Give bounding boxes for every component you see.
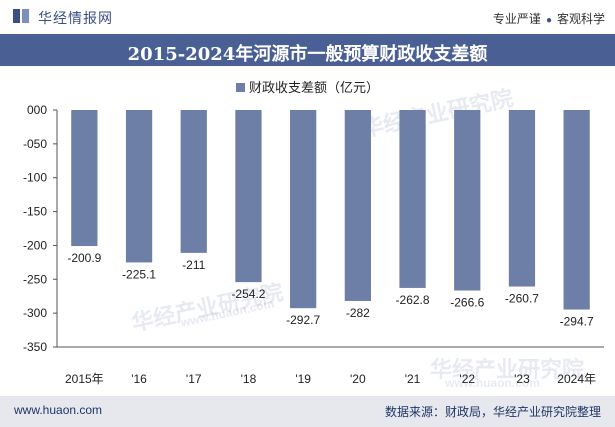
brand-logo-icon: [13, 9, 29, 23]
legend-label: 财政收支差额（亿元）: [248, 80, 379, 95]
x-tick-label: '17: [186, 372, 202, 386]
x-tick-label: '18: [241, 372, 257, 386]
y-tick-label: -100: [23, 171, 47, 185]
bar: [290, 110, 317, 309]
bar: [508, 110, 536, 287]
bar-value-label: -260.7: [505, 292, 539, 306]
footer-bar: www.huaon.com 数据来源：财政局，华经产业研究院整理: [0, 396, 615, 427]
bar: [125, 110, 153, 263]
bar: [454, 110, 481, 291]
slogan-left: 专业严谨: [492, 12, 541, 26]
chart-title: 2015-2024年河源市一般预算财政收支差额: [127, 44, 488, 65]
y-tick-label: -200: [23, 238, 47, 252]
bar-value-label: -211: [182, 258, 205, 272]
slogan-right: 客观科学: [556, 12, 605, 26]
bar-value-label: -282: [346, 306, 370, 320]
footer-site: www.huaon.com: [14, 403, 103, 417]
legend-swatch: [235, 83, 245, 92]
bar: [399, 110, 426, 288]
x-tick-label: '21: [405, 372, 421, 386]
y-tick-label: -050: [23, 137, 47, 151]
y-tick-label: -350: [23, 340, 47, 354]
footer-source: 数据来源：财政局，华经产业研究院整理: [384, 405, 601, 419]
bar-value-label: -254.2: [231, 287, 265, 301]
bar-value-label: -262.8: [396, 293, 430, 307]
bar: [563, 110, 590, 310]
slogan: 专业严谨 ● 客观科学: [493, 10, 605, 27]
bar: [344, 110, 371, 301]
bar-value-label: -266.6: [450, 296, 484, 310]
plot-area: 000 -050 -100 -150 -200 -250 -300 -350 -200.9 201…: [23, 103, 604, 386]
bar: [71, 110, 98, 247]
x-tick-label: 2015年: [65, 372, 104, 386]
chart-legend: 财政收支差额（亿元）: [0, 77, 615, 96]
y-tick-label: -150: [23, 205, 47, 219]
title-bar: 2015-2024年河源市一般预算财政收支差额: [0, 34, 615, 66]
y-tick-label: -250: [23, 272, 47, 286]
bar: [180, 110, 207, 253]
bar-value-label: -292.7: [286, 313, 320, 327]
top-bar: 华经情报网 专业严谨 ● 客观科学: [0, 0, 615, 34]
bar-chart: 000 -050 -100 -150 -200 -250 -300 -350 -200.9 201…: [23, 103, 604, 386]
brand-name: 华经情报网: [38, 10, 113, 26]
y-tick-label: 000: [27, 103, 47, 117]
x-tick-label: '19: [295, 372, 311, 386]
bar: [235, 110, 262, 283]
x-tick-label: '23: [514, 372, 530, 386]
slogan-dot-icon: ●: [545, 15, 552, 26]
y-tick-label: -300: [23, 306, 47, 320]
x-tick-label: '22: [459, 372, 475, 386]
bar-value-label: -225.1: [122, 267, 156, 281]
x-tick-label: 2024年: [557, 372, 596, 386]
x-tick-label: '16: [131, 372, 147, 386]
bar-value-label: -200.9: [67, 251, 101, 265]
bar-value-label: -294.7: [560, 315, 594, 329]
x-tick-label: '20: [350, 372, 366, 386]
